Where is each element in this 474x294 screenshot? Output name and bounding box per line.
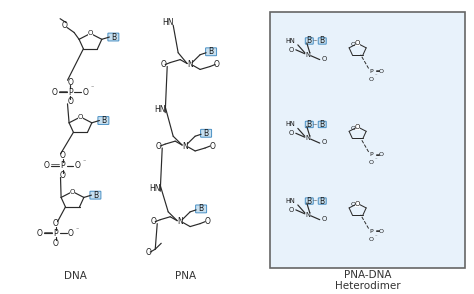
Text: O: O <box>88 31 93 36</box>
Text: O: O <box>61 21 67 30</box>
Text: O: O <box>209 141 215 151</box>
Text: P: P <box>370 69 374 74</box>
Text: O: O <box>288 47 293 53</box>
Text: N: N <box>305 212 310 218</box>
FancyBboxPatch shape <box>305 38 313 44</box>
Text: ––: –– <box>313 39 319 44</box>
Text: O: O <box>60 151 65 160</box>
Text: O: O <box>53 219 58 228</box>
Text: HN: HN <box>163 18 174 27</box>
Text: B: B <box>307 36 312 46</box>
FancyBboxPatch shape <box>98 117 109 124</box>
Text: O: O <box>355 41 360 46</box>
Text: P: P <box>68 88 73 96</box>
Text: PNA-DNA
Heterodimer: PNA-DNA Heterodimer <box>335 270 401 291</box>
Text: O: O <box>68 229 73 238</box>
Text: O: O <box>350 42 355 47</box>
Text: P: P <box>370 229 374 234</box>
Text: ⁻: ⁻ <box>374 74 377 79</box>
Text: O: O <box>68 78 73 87</box>
Text: O: O <box>379 229 384 234</box>
Bar <box>270 12 465 268</box>
Text: B: B <box>101 116 106 125</box>
Text: B: B <box>307 120 312 129</box>
FancyBboxPatch shape <box>201 129 211 137</box>
Text: HN: HN <box>149 184 161 193</box>
Text: ––: –– <box>313 198 319 203</box>
FancyBboxPatch shape <box>108 33 119 41</box>
Text: O: O <box>74 161 81 170</box>
Text: ––: –– <box>313 122 319 127</box>
Text: ⁻: ⁻ <box>374 157 377 162</box>
Text: ⁻: ⁻ <box>83 160 86 165</box>
FancyBboxPatch shape <box>305 198 313 204</box>
Text: O: O <box>379 152 384 157</box>
Text: HN: HN <box>285 121 295 127</box>
Text: HN: HN <box>155 105 166 114</box>
Text: P: P <box>53 229 58 238</box>
Text: O: O <box>204 217 210 226</box>
Text: O: O <box>322 139 328 145</box>
Text: B: B <box>203 129 209 138</box>
Text: O: O <box>369 237 374 242</box>
Text: O: O <box>350 126 355 131</box>
Text: O: O <box>288 207 293 213</box>
FancyBboxPatch shape <box>305 121 313 128</box>
Text: P: P <box>60 161 65 170</box>
Text: O: O <box>355 201 360 206</box>
Text: O: O <box>82 88 88 96</box>
Text: O: O <box>160 60 166 69</box>
Text: O: O <box>36 229 43 238</box>
Text: N: N <box>182 141 188 151</box>
Text: O: O <box>322 216 328 222</box>
Text: O: O <box>146 248 151 257</box>
FancyBboxPatch shape <box>206 48 217 56</box>
Text: N: N <box>305 135 310 141</box>
FancyBboxPatch shape <box>196 205 207 213</box>
Text: ⁻: ⁻ <box>374 234 377 239</box>
Text: B: B <box>209 47 214 56</box>
Text: O: O <box>155 141 161 151</box>
Text: B: B <box>199 204 204 213</box>
Text: O: O <box>322 56 328 62</box>
Text: DNA: DNA <box>64 271 87 281</box>
Text: O: O <box>350 203 355 208</box>
Text: B: B <box>319 197 325 206</box>
Text: B: B <box>93 191 98 200</box>
Text: ⁻: ⁻ <box>76 228 79 233</box>
FancyBboxPatch shape <box>90 191 101 199</box>
FancyBboxPatch shape <box>318 198 326 204</box>
Text: PNA: PNA <box>174 271 196 281</box>
Text: O: O <box>379 69 384 74</box>
FancyBboxPatch shape <box>318 38 326 44</box>
Text: N: N <box>187 60 193 69</box>
Text: N: N <box>305 52 310 58</box>
Text: O: O <box>78 114 83 120</box>
Text: B: B <box>111 33 116 41</box>
Text: B: B <box>307 197 312 206</box>
Text: ⁻: ⁻ <box>91 87 94 92</box>
Text: O: O <box>369 77 374 82</box>
Text: HN: HN <box>285 198 295 204</box>
Text: O: O <box>68 97 73 106</box>
Text: B: B <box>319 36 325 46</box>
Text: O: O <box>214 60 220 69</box>
Text: O: O <box>44 161 49 170</box>
Text: O: O <box>150 217 156 226</box>
Text: HN: HN <box>285 38 295 44</box>
Text: B: B <box>319 120 325 129</box>
Text: P: P <box>370 152 374 157</box>
Text: O: O <box>369 160 374 165</box>
Text: O: O <box>288 130 293 136</box>
Text: O: O <box>70 188 75 195</box>
Text: O: O <box>355 124 360 130</box>
Text: N: N <box>177 217 183 226</box>
Text: O: O <box>60 171 65 180</box>
FancyBboxPatch shape <box>318 121 326 128</box>
Text: O: O <box>53 239 58 248</box>
Text: O: O <box>52 88 57 96</box>
